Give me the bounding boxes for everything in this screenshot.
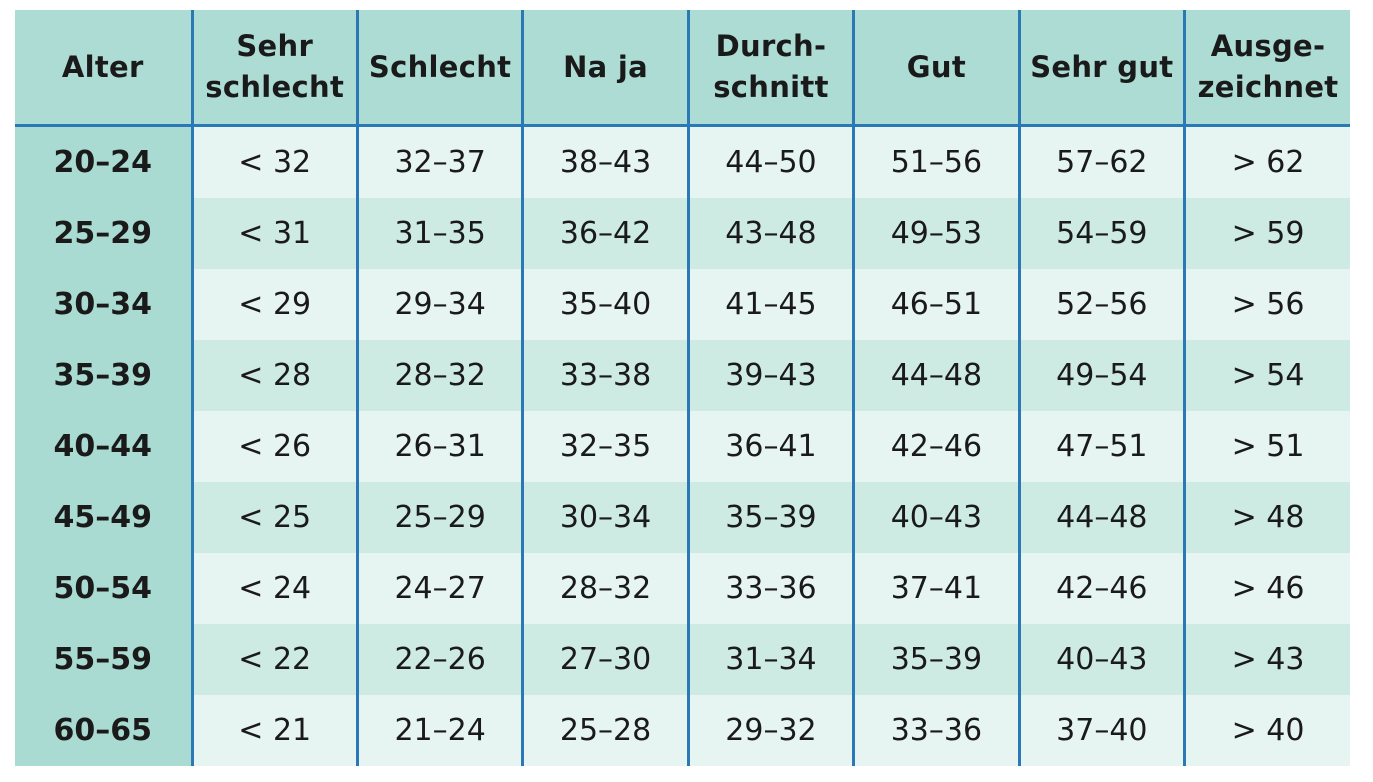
value-cell: 33–38 [521,340,689,411]
value-cell: 42–46 [1017,553,1185,624]
value-cell: 21–24 [355,695,523,766]
age-cell: 40–44 [15,411,192,482]
value-cell: 33–36 [852,695,1020,766]
value-cell: > 43 [1183,624,1350,695]
value-cell: 38–43 [521,125,689,198]
value-cell: 35–39 [852,624,1020,695]
value-cell: < 29 [190,269,358,340]
value-cell: 32–37 [355,125,523,198]
table-row: 25–29 < 31 31–35 36–42 43–48 49–53 54–59 > 59 [15,198,1350,269]
column-header: Durch- schnitt [686,10,854,127]
column-header: Sehr gut [1017,10,1185,127]
value-cell: > 56 [1183,269,1350,340]
value-cell: < 32 [190,125,358,198]
value-cell: 47–51 [1017,411,1185,482]
value-cell: > 62 [1183,125,1350,198]
column-header: Gut [852,10,1020,127]
value-cell: < 28 [190,340,358,411]
table-row: 35–39 < 28 28–32 33–38 39–43 44–48 49–54 > 54 [15,340,1350,411]
value-cell: 44–50 [686,125,854,198]
age-cell: 45–49 [15,482,192,553]
table-row: 30–34 < 29 29–34 35–40 41–45 46–51 52–56 > 56 [15,269,1350,340]
value-cell: 28–32 [355,340,523,411]
value-cell: 39–43 [686,340,854,411]
column-header: Schlecht [355,10,523,127]
age-cell: 25–29 [15,198,192,269]
value-cell: 49–53 [852,198,1020,269]
value-cell: 30–34 [521,482,689,553]
value-cell: 37–41 [852,553,1020,624]
table-row: 50–54 < 24 24–27 28–32 33–36 37–41 42–46 > 46 [15,553,1350,624]
value-cell: 49–54 [1017,340,1185,411]
table-row: 45–49 < 25 25–29 30–34 35–39 40–43 44–48 > 48 [15,482,1350,553]
column-header: Sehr schlecht [190,10,358,127]
table-row: 55–59 < 22 22–26 27–30 31–34 35–39 40–43 > 43 [15,624,1350,695]
value-cell: < 21 [190,695,358,766]
value-cell: > 46 [1183,553,1350,624]
value-cell: 28–32 [521,553,689,624]
value-cell: < 24 [190,553,358,624]
value-cell: 46–51 [852,269,1020,340]
value-cell: > 51 [1183,411,1350,482]
table-row: 40–44 < 26 26–31 32–35 36–41 42–46 47–51 > 51 [15,411,1350,482]
column-header: Alter [15,10,192,127]
value-cell: > 48 [1183,482,1350,553]
value-cell: 36–42 [521,198,689,269]
age-cell: 50–54 [15,553,192,624]
value-cell: > 59 [1183,198,1350,269]
value-cell: 57–62 [1017,125,1185,198]
value-cell: 32–35 [521,411,689,482]
value-cell: < 26 [190,411,358,482]
column-header: Na ja [521,10,689,127]
value-cell: 35–39 [686,482,854,553]
value-cell: 29–32 [686,695,854,766]
value-cell: 41–45 [686,269,854,340]
value-cell: > 40 [1183,695,1350,766]
table-header: Alter Sehr schlecht Schlecht Na ja Durch- sc… [15,10,1350,127]
table-body: 20–24 < 32 32–37 38–43 44–50 51–56 57–62 > 62 25… [15,125,1350,766]
value-cell: 42–46 [852,411,1020,482]
value-cell: 40–43 [1017,624,1185,695]
value-cell: 44–48 [852,340,1020,411]
value-cell: > 54 [1183,340,1350,411]
value-cell: 31–35 [355,198,523,269]
value-cell: < 25 [190,482,358,553]
rating-table: Alter Sehr schlecht Schlecht Na ja Durch- sc… [15,10,1350,766]
age-cell: 60–65 [15,695,192,766]
value-cell: 33–36 [686,553,854,624]
value-cell: 29–34 [355,269,523,340]
table-row: 60–65 < 21 21–24 25–28 29–32 33–36 37–40 > 40 [15,695,1350,766]
value-cell: 24–27 [355,553,523,624]
value-cell: 37–40 [1017,695,1185,766]
value-cell: 25–29 [355,482,523,553]
age-cell: 55–59 [15,624,192,695]
value-cell: 27–30 [521,624,689,695]
value-cell: 44–48 [1017,482,1185,553]
value-cell: 51–56 [852,125,1020,198]
value-cell: 31–34 [686,624,854,695]
value-cell: 22–26 [355,624,523,695]
age-cell: 20–24 [15,125,192,198]
value-cell: 40–43 [852,482,1020,553]
value-cell: < 31 [190,198,358,269]
header-row: Alter Sehr schlecht Schlecht Na ja Durch- sc… [15,10,1350,127]
value-cell: 25–28 [521,695,689,766]
value-cell: 52–56 [1017,269,1185,340]
age-cell: 35–39 [15,340,192,411]
table-row: 20–24 < 32 32–37 38–43 44–50 51–56 57–62 > 62 [15,125,1350,198]
value-cell: 43–48 [686,198,854,269]
value-cell: 35–40 [521,269,689,340]
value-cell: 36–41 [686,411,854,482]
value-cell: 54–59 [1017,198,1185,269]
column-header: Ausge- zeichnet [1183,10,1350,127]
age-cell: 30–34 [15,269,192,340]
value-cell: 26–31 [355,411,523,482]
value-cell: < 22 [190,624,358,695]
table-wrapper: Alter Sehr schlecht Schlecht Na ja Durch- sc… [15,10,1350,766]
